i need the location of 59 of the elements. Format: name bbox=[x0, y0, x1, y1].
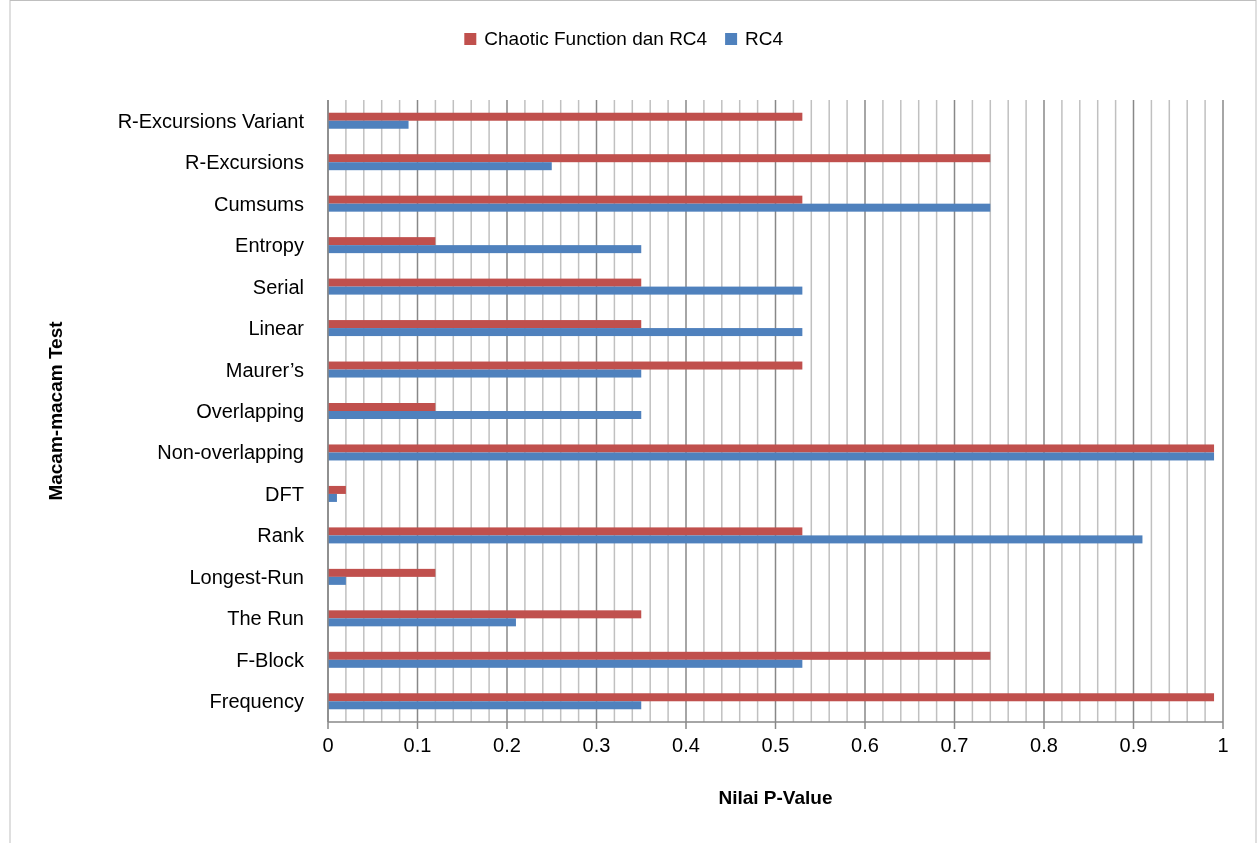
bar bbox=[328, 245, 642, 254]
bar bbox=[328, 361, 803, 370]
x-tick-label: 0.7 bbox=[940, 734, 969, 756]
bar bbox=[328, 693, 1215, 702]
y-tick-label: The Run bbox=[227, 607, 304, 630]
bar bbox=[328, 659, 803, 668]
bar bbox=[328, 154, 991, 163]
bar bbox=[328, 610, 642, 619]
y-tick-label: Rank bbox=[257, 524, 305, 547]
y-tick-label: Non-overlapping bbox=[157, 441, 304, 464]
bar bbox=[328, 651, 991, 660]
bar bbox=[328, 701, 642, 710]
bar bbox=[328, 195, 803, 204]
x-axis-title: Nilai P-Value bbox=[718, 787, 833, 808]
bar bbox=[328, 203, 991, 212]
bar bbox=[328, 568, 436, 577]
y-tick-label: F-Block bbox=[236, 648, 305, 671]
bar bbox=[328, 535, 1143, 544]
bar bbox=[328, 452, 1215, 461]
x-tick-label: 0.9 bbox=[1119, 734, 1148, 756]
bar bbox=[328, 411, 642, 419]
y-tick-label: Overlapping bbox=[196, 400, 304, 422]
x-tick-label: 0.5 bbox=[761, 734, 790, 756]
y-tick-label: R-Excursions bbox=[185, 151, 304, 174]
y-tick-label: Cumsums bbox=[213, 192, 304, 215]
legend-label: Chaotic Function dan RC4 bbox=[484, 28, 708, 49]
y-tick-label: Frequency bbox=[209, 690, 304, 713]
legend-label: RC4 bbox=[745, 28, 784, 49]
x-tick-label: 1 bbox=[1217, 734, 1229, 756]
bar bbox=[328, 444, 1215, 453]
bar bbox=[328, 162, 552, 171]
bar bbox=[328, 618, 516, 627]
bar bbox=[328, 237, 436, 246]
bar bbox=[328, 112, 803, 121]
y-tick-label: DFT bbox=[265, 482, 304, 505]
bar bbox=[328, 485, 346, 494]
x-tick-label: 0.6 bbox=[851, 734, 879, 756]
bar bbox=[328, 328, 803, 337]
x-tick-label: 0.3 bbox=[582, 734, 611, 756]
y-tick-label: Maurer’s bbox=[225, 358, 304, 381]
bar bbox=[328, 576, 346, 585]
y-tick-label: Serial bbox=[252, 275, 304, 298]
bar bbox=[328, 320, 642, 329]
x-tick-label: 0.1 bbox=[403, 734, 432, 756]
bar bbox=[328, 369, 642, 378]
y-tick-label: R-Excursions Variant bbox=[117, 109, 305, 132]
y-tick-label: Longest-Run bbox=[189, 565, 304, 588]
x-tick-label: 0.4 bbox=[672, 734, 700, 756]
x-tick-label: 0.8 bbox=[1030, 734, 1058, 756]
x-tick-label: 0 bbox=[322, 734, 334, 756]
bar bbox=[328, 120, 409, 129]
y-tick-label: Linear bbox=[248, 317, 305, 340]
y-tick-label: Entropy bbox=[235, 234, 304, 257]
bar bbox=[328, 403, 436, 411]
y-axis-title: Macam-macam Test bbox=[45, 320, 66, 501]
bar bbox=[328, 286, 803, 295]
bar bbox=[328, 527, 803, 536]
bar bbox=[328, 278, 642, 287]
x-tick-label: 0.2 bbox=[493, 734, 521, 756]
